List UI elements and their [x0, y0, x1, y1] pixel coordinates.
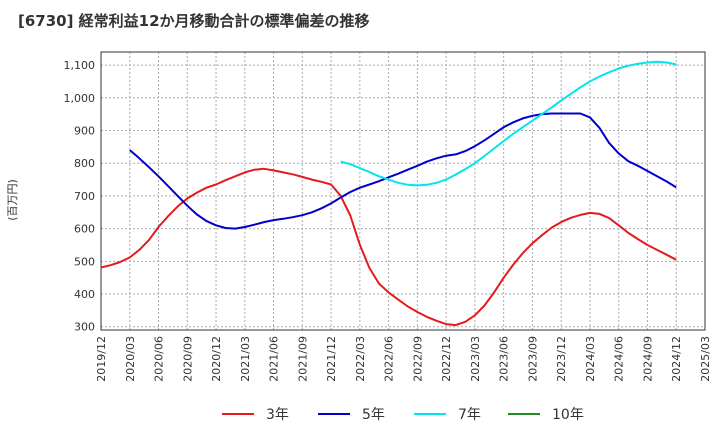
y-axis-label: (百万円) — [6, 179, 19, 221]
x-tick-label: 2024/03 — [584, 336, 597, 382]
legend-label: 10年 — [552, 407, 584, 423]
x-tick-label: 2020/06 — [153, 336, 166, 382]
axis-layer: 300 400 500 600 700 800 900 1,000 1,100 2019/12 20… — [64, 59, 713, 382]
x-tick-label: 2025/03 — [699, 336, 712, 382]
y-tick-label: 800 — [74, 157, 95, 170]
legend-label: 3年 — [266, 407, 289, 423]
x-tick-label: 2024/12 — [670, 336, 683, 382]
y-tick-label: 1,100 — [64, 59, 96, 72]
y-tick-label: 700 — [74, 190, 95, 203]
x-tick-label: 2022/03 — [354, 336, 367, 382]
y-tick-label: 900 — [74, 124, 95, 137]
x-tick-label: 2022/06 — [383, 336, 396, 382]
x-tick-label: 2023/09 — [526, 336, 539, 382]
grid-layer — [100, 52, 706, 330]
legend: 3年 5年 7年 10年 — [222, 407, 584, 423]
x-tick-label: 2022/12 — [440, 336, 453, 382]
y-tick-label: 500 — [74, 255, 95, 268]
plot-area — [100, 51, 706, 331]
y-tick-label: 1,000 — [64, 92, 96, 105]
x-tick-label: 2020/12 — [210, 336, 223, 382]
x-tick-label: 2023/06 — [498, 336, 511, 382]
series-line — [129, 112, 677, 230]
legend-label: 5年 — [362, 407, 385, 423]
x-tick-label: 2024/09 — [641, 336, 654, 382]
chart-title: [6730] 経常利益12か月移動合計の標準偏差の推移 — [18, 12, 370, 30]
legend-label: 7年 — [458, 407, 481, 423]
x-tick-label: 2021/03 — [239, 336, 252, 382]
x-tick-label: 2020/09 — [181, 336, 194, 382]
y-tick-label: 300 — [74, 321, 95, 334]
series-line — [340, 60, 677, 187]
x-tick-label: 2023/12 — [555, 336, 568, 382]
x-tick-label: 2022/09 — [411, 336, 424, 382]
series-layer — [100, 60, 677, 327]
y-tick-label: 600 — [74, 223, 95, 236]
x-tick-label: 2024/06 — [613, 336, 626, 382]
x-tick-label: 2021/06 — [268, 336, 281, 382]
x-tick-label: 2023/03 — [469, 336, 482, 382]
x-tick-label: 2021/12 — [325, 336, 338, 382]
series-line — [100, 167, 677, 327]
y-tick-label: 400 — [74, 288, 95, 301]
x-tick-label: 2020/03 — [124, 336, 137, 382]
x-tick-label: 2019/12 — [95, 336, 108, 382]
x-tick-label: 2021/09 — [296, 336, 309, 382]
